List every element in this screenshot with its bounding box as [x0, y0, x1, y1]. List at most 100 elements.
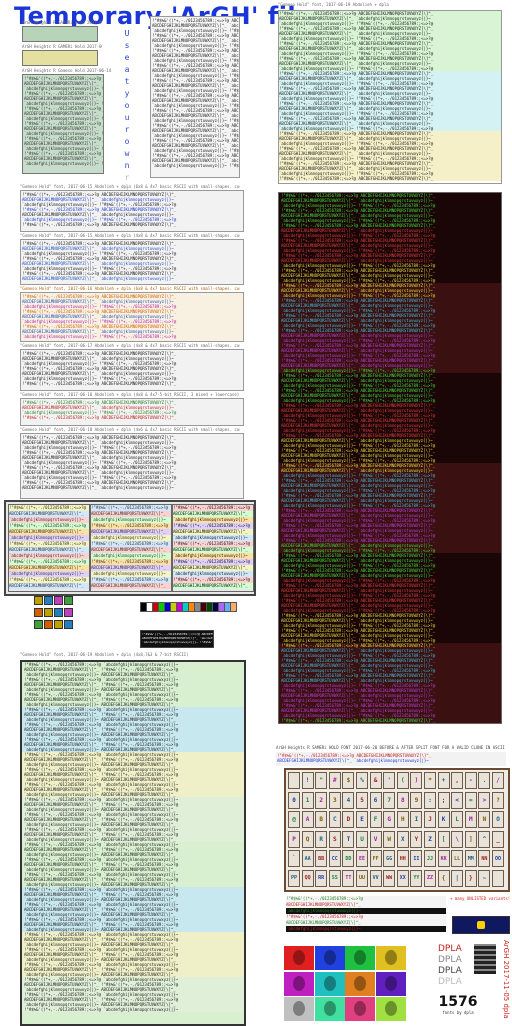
glyph-line: !"#$%&'()*+,-./0123456789:;<=>?@ `abcdef… [22, 902, 244, 907]
glyph-line: !"#$%&'()*+,-./0123456789:;<=>?@ `abcdef… [22, 707, 244, 712]
counter-value: 1576 [438, 994, 478, 1010]
portrait-tile [375, 997, 406, 1021]
glyph-line: `abcdefghijklmnopqrstuvwxyz{|}~ !"#$%&'(… [279, 458, 501, 463]
glyph-key: _ [492, 830, 504, 848]
glyph-line: ABCDEFGHIJKLMNOPQRSTUVWXYZ[\]^_ `abcdefg… [279, 528, 501, 533]
glyph-line: `abcdefghijklmnopqrstuvwxyz{|}~ [9, 553, 89, 559]
glyph-line: ABCDEFGHIJKLMNOPQRSTUVWXYZ[\]^_ [9, 547, 89, 553]
table-row: ABCDEFGHIJKLMNOPQRSTUVWXYZ[\]^_ `abcdefg… [279, 31, 501, 36]
glyph-line: !"#$%&'()*+,-./0123456789:;<=>?@ `abcdef… [22, 737, 244, 742]
glyph-line: `abcdefghijklmnopqrstuvwxyz{|}~ [91, 517, 171, 523]
glyph-line: !"#$%&'()*+,-./0123456789:;<=>?@ ABCDEFG… [24, 136, 103, 141]
glyph-key: L [451, 811, 464, 828]
glyph-line: !"#$%&'()*+,-./0123456789:;<=>?@ ABCDEFG… [279, 268, 501, 273]
glyph-key: K [437, 811, 450, 828]
table-row: `abcdefghijklmnopqrstuvwxyz{|}~ !"#$%&'(… [279, 66, 501, 71]
glyph-line: !"#$%&'()*+,-./0123456789:;<=>?@ ABCDEFG… [279, 373, 501, 378]
glyph-key: 9 [410, 791, 423, 809]
glyph-line: !"#$%&'()*+,-./0123456789:;<=>?@ ABCDEFG… [279, 193, 501, 198]
mini-font-strips: !"#$%&'()*+,-./0123456789:;<=>?@ ABCDEFGH… [286, 896, 446, 932]
glyph-line: `abcdefghijklmnopqrstuvwxyz{|}~ !"#$%&'(… [279, 398, 501, 403]
glyph-key: - [464, 772, 477, 789]
glyph-line: !"#$%&'()*+,-./0123456789:;<=>?@ ABCDEFG… [279, 448, 501, 453]
big-green-sheet: !"#$%&'()*+,-./0123456789:;<=>?@ `abcdef… [20, 660, 246, 1026]
glyph-line: !"#$%&'()*+,-./0123456789:;<=>?@ ABCDEFG… [279, 523, 501, 528]
glyph-line: ABCDEFGHIJKLMNOPQRSTUVWXYZ[\]^_ `abcdefg… [24, 81, 104, 86]
glyph-line: !"#$%&'()*+,-./0123456789:;<=>?@ ABCDEFG… [24, 121, 103, 126]
font-sheet-6: !"#$%&'()*+,-./0123456789:;<=>?@ ABCDEFG… [20, 433, 244, 499]
glyph-key: H [396, 811, 409, 828]
glyph-line: ABCDEFGHIJKLMNOPQRSTUVWXYZ[\]^_ !"#$%&'(… [22, 757, 244, 762]
glyph-line: `abcdefghijklmnopqrstuvwxyz{|}~ !"#$%&'(… [279, 248, 501, 253]
counter-badge: 1576 fonts by dpla [438, 994, 478, 1015]
glyph-line: `abcdefghijklmnopqrstuvwxyz{|}~ [9, 535, 89, 541]
glyph-line: ABCDEFGHIJKLMNOPQRSTUVWXYZ[\]^_ !"#$%&'(… [22, 817, 244, 822]
glyph-line: !"#$%&'()*+,-./0123456789:;<=>?@ ABCDEFG… [279, 463, 501, 468]
glyph-line: `abcdefghijklmnopqrstuvwxyz{|}~ !"#$%&'(… [279, 533, 501, 538]
glyph-line: `abcdefghijklmnopqrstuvwxyz{|}~ !"#$%&'(… [279, 563, 501, 568]
glyph-line: ABCDEFGHIJKLMNOPQRSTUVWXYZ[\]^_ !"#$%&'(… [22, 952, 244, 957]
glyph-line: ABCDEFGHIJKLMNOPQRSTUVWXYZ[\]^_ `abcdefg… [279, 198, 501, 203]
glyph-line: ABCDEFGHIJKLMNOPQRSTUVWXYZ[\]^_ `abcdefg… [279, 228, 501, 233]
glyph-line: !"#$%&'()*+,-./0123456789:;<=>?@ ABCDEFG… [279, 538, 501, 543]
glyph-line: !"#$%&'()*+,-./0123456789:;<=>?@ ABCDEFG… [22, 400, 177, 405]
face-icon [384, 950, 397, 965]
glyph-line: ABCDEFGHIJKLMNOPQRSTUVWXYZ[\]^_ !"#$%&'(… [22, 877, 244, 882]
glyph-line: `abcdefghijklmnopqrstuvwxyz{|}~ !"#$%&'(… [152, 88, 239, 93]
vertical-letter: e [124, 53, 130, 62]
glyph-line: !"#$%&'()*+,-./0123456789:;<=>?@ ABCDEFG… [279, 568, 501, 573]
glyph-line: !"#$%&'()*+,-./0123456789:;<=>?@ `abcdef… [22, 962, 244, 967]
glyph-line: !"#$%&'()*+,-./0123456789:;<=>?@ `abcdef… [22, 857, 244, 862]
glyph-line: ABCDEFGHIJKLMNOPQRSTUVWXYZ[\]^_ `abcdefg… [152, 83, 239, 88]
glyph-line: !"#$%&'()*+,-./0123456789:;<=>?@ ABCDEFG… [152, 63, 239, 68]
glyph-line: `abcdefghijklmnopqrstuvwxyz{|}~ !"#$%&'(… [22, 475, 177, 480]
glyph-key: Q [301, 830, 314, 848]
glyph-line: !"#$%&'()*+,-./0123456789:;<=>?@ ABCDEFG… [22, 241, 177, 246]
glyph-line: `abcdefghijklmnopqrstuvwxyz{|}~ [286, 926, 446, 932]
glyph-line: !"#$%&'()*+,-./0123456789:;<=>?@ ABCDEFG… [279, 418, 501, 423]
glyph-key: 8 [396, 791, 409, 809]
right-dark-sheet: !"#$%&'()*+,-./0123456789:;<=>?@ ABCDEFG… [278, 192, 502, 724]
glyph-line: ABCDEFGHIJKLMNOPQRSTUVWXYZ[\]^_ !"#$%&'(… [22, 667, 244, 672]
glyph-line: !"#$%&'()*+,-./0123456789:;<=>?@ ABCDEFG… [279, 598, 501, 603]
glyph-line: `abcdefghijklmnopqrstuvwxyz{|}~ !"#$%&'(… [279, 413, 501, 418]
glyph-line: !"#$%&'()*+,-./0123456789:;<=>?@ ABCDEFG… [279, 718, 501, 723]
glyph-line: ABCDEFGHIJKLMNOPQRSTUVWXYZ[\]^_ [286, 920, 446, 926]
glyph-line: ABCDEFGHIJKLMNOPQRSTUVWXYZ[\]^_ `abcdefg… [22, 356, 174, 361]
glyph-line: ABCDEFGHIJKLMNOPQRSTUVWXYZ[\]^_ `abcdefg… [279, 633, 501, 638]
palette-strip [140, 600, 240, 614]
glyph-line: ABCDEFGHIJKLMNOPQRSTUVWXYZ[\]^_ `abcdefg… [279, 423, 501, 428]
glyph-line: ABCDEFGHIJKLMNOPQRSTUVWXYZ[\]^_ `abcdefg… [24, 111, 104, 116]
glyph-line: !"#$%&'()*+,-./0123456789:;<=>?@ ABCDEFG… [22, 450, 177, 455]
glyph-key: 2 [315, 791, 328, 809]
vertical-letter: y [124, 89, 130, 98]
glyph-key: R [315, 830, 328, 848]
glyph-line: `abcdefghijklmnopqrstuvwxyz{|}~ [173, 553, 253, 559]
glyph-line: ABCDEFGHIJKLMNOPQRSTUVWXYZ[\]^_ !"#$%&'(… [22, 787, 244, 792]
table-row: `abcdefghijklmnopqrstuvwxyz{|}~ !"#$%&'(… [279, 51, 501, 56]
glyph-line: ABCDEFGHIJKLMNOPQRSTUVWXYZ[\]^_ `abcdefg… [279, 348, 501, 353]
glyph-line: !"#$%&'()*+,-./0123456789:;<=>?@ ABCDEFG… [279, 313, 501, 318]
glyph-line: ABCDEFGHIJKLMNOPQRSTUVWXYZ[\]^_ `abcdefg… [279, 648, 501, 653]
glyph-line: ABCDEFGHIJKLMNOPQRSTUVWXYZ[\]^_ `abcdefg… [22, 470, 174, 475]
glyph-line: !"#$%&'()*+,-./0123456789:;<=>?@ ABCDEFG… [24, 151, 103, 156]
glyph-line: !"#$%&'()*+,-./0123456789:;<=>?@ `abcdef… [22, 872, 244, 877]
glyph-key: ` [288, 850, 300, 867]
dpla-logo: DPLA [438, 977, 462, 987]
glyph-line: !"#$%&'()*+,-./0123456789:;<=>?@ `abcdef… [22, 842, 244, 847]
glyph-line: ABCDEFGHIJKLMNOPQRSTUVWXYZ[\]^_ [173, 511, 253, 517]
glyph-key: O [492, 811, 504, 828]
face-icon [384, 1001, 397, 1016]
table-row: !"#$%&'()*+,-./0123456789:;<=>?@ ABCDEFG… [279, 176, 501, 181]
glyph-line: !"#$%&'()*+,-./0123456789:;<=>?@ [173, 577, 253, 583]
table-row: !"#$%&'()*+,-./0123456789:;<=>?@ ABCDEFG… [279, 131, 501, 136]
glyph-line: !"#$%&'()*+,-./0123456789:;<=>?@ ABCDEFG… [279, 328, 501, 333]
glyph-line: !"#$%&'()*+,-./0123456789:;<=>?@ ABCDEFG… [279, 403, 501, 408]
glyph-key: ? [492, 791, 504, 809]
glyph-key: GG [383, 850, 396, 867]
glyph-line: ABCDEFGHIJKLMNOPQRSTUVWXYZ[\]^_ `abcdefg… [24, 141, 104, 146]
font-sheet-3: !"#$%&'()*+,-./0123456789:;<=>?@ ABCDEFG… [20, 292, 244, 342]
glyph-key: NN [478, 850, 491, 867]
dpla-logos: DPLA DPLA DPLA DPLA [438, 944, 472, 988]
glyph-line: !"#$%&'()*+,-./0123456789:;<=>?@ [91, 577, 171, 583]
